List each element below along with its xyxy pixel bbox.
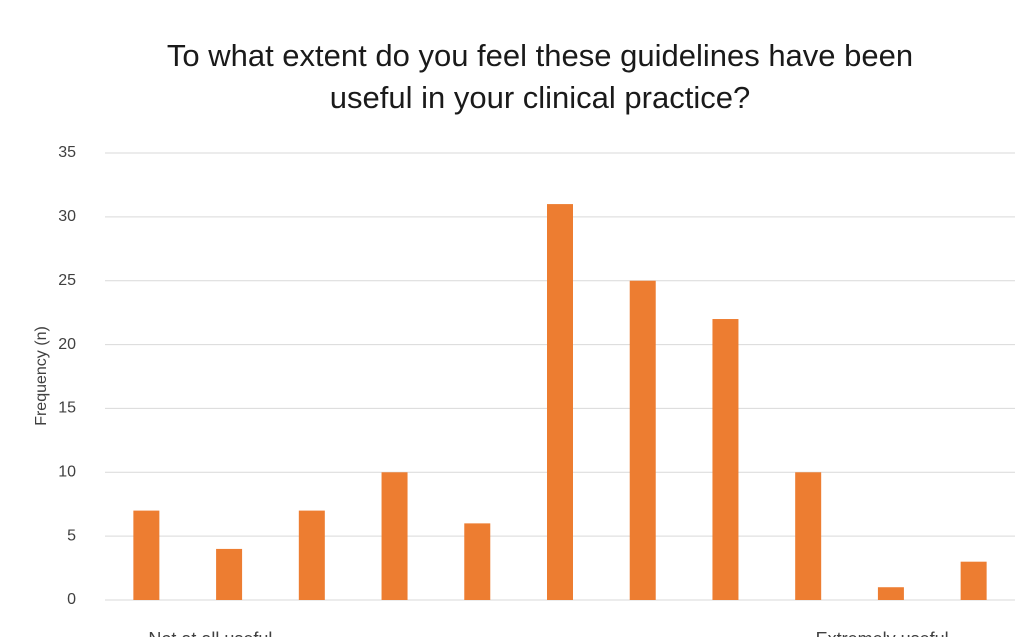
bar [464, 523, 491, 600]
bar [629, 280, 656, 600]
bar [133, 510, 160, 600]
y-tick-label: 5 [67, 527, 76, 544]
y-tick-label: 20 [58, 336, 76, 353]
bar [795, 472, 822, 600]
bar [547, 204, 573, 601]
y-tick-label: 25 [58, 272, 76, 289]
y-tick-label: 10 [58, 464, 76, 481]
bar [216, 548, 243, 600]
y-tick-label: 30 [58, 208, 76, 225]
title-line: To what extent do you feel these guideli… [167, 38, 913, 73]
x-tick-label: Not at all useful [148, 629, 272, 637]
bar [298, 510, 325, 600]
bar [712, 319, 739, 600]
y-tick-label: 15 [58, 400, 76, 417]
y-axis-label: Frequency (n) [33, 326, 50, 426]
y-tick-label: 0 [67, 591, 76, 608]
bar [960, 561, 987, 600]
bar [877, 587, 904, 600]
x-tick-label: Extremely useful [816, 629, 949, 637]
chart-title: To what extent do you feel these guideli… [167, 38, 913, 115]
y-tick-label: 35 [58, 144, 76, 161]
bar [381, 472, 408, 600]
title-line: useful in your clinical practice? [330, 80, 750, 115]
